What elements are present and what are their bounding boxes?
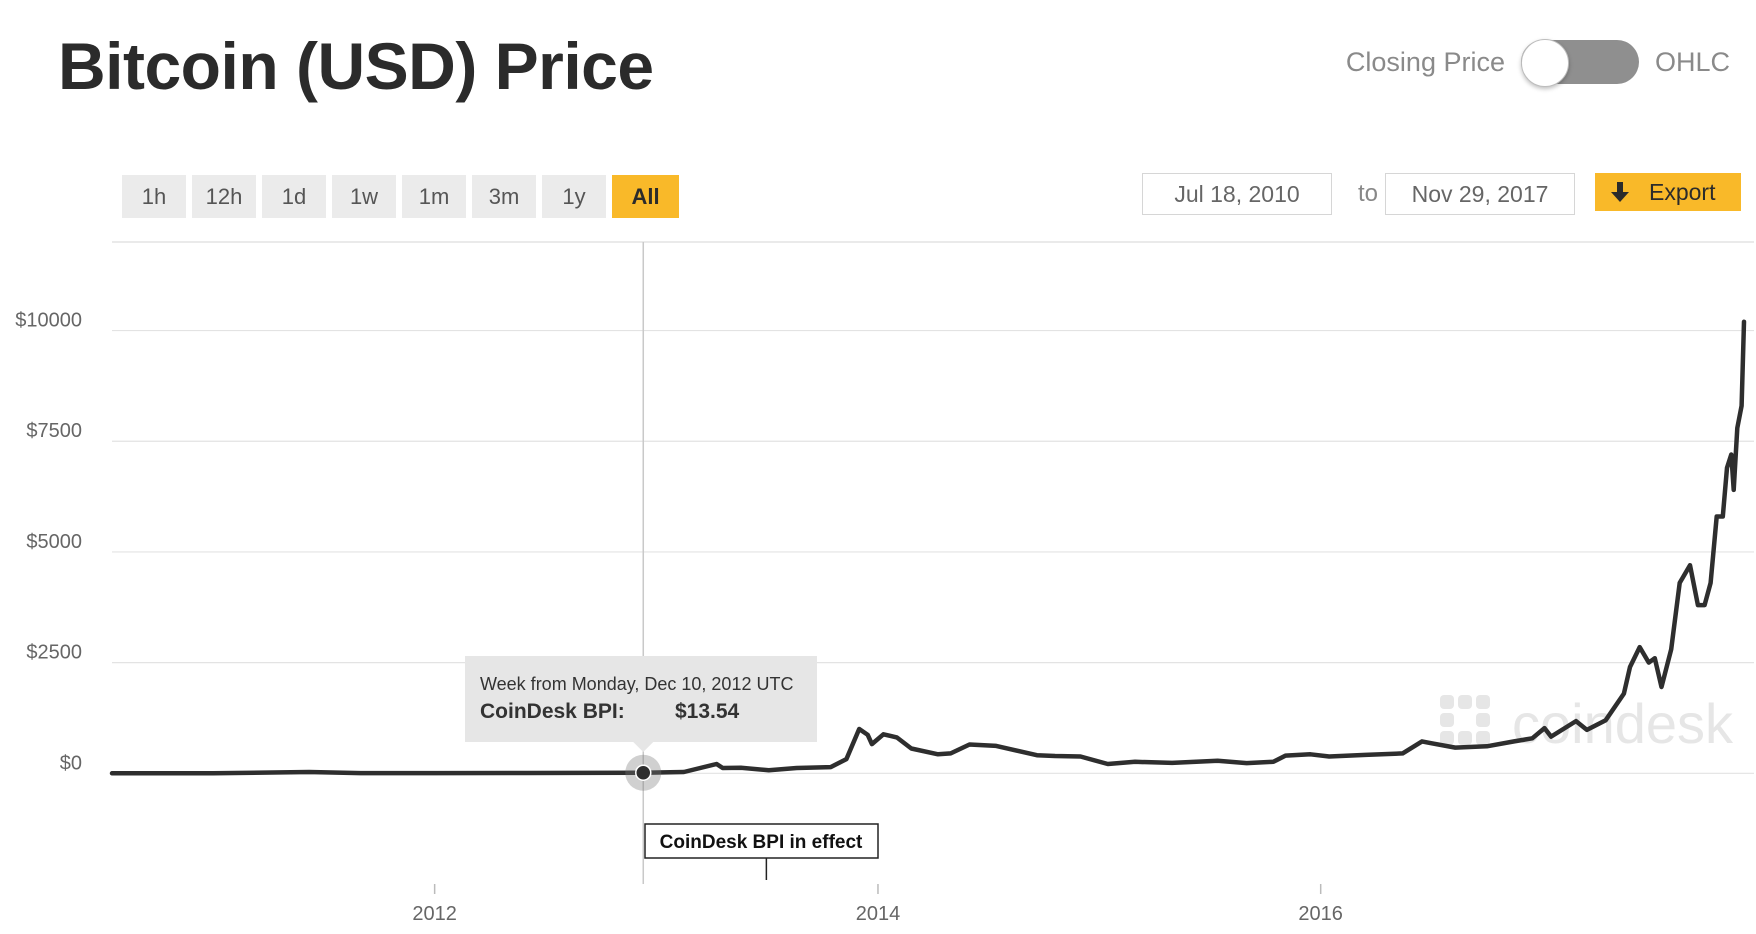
price-tooltip: Week from Monday, Dec 10, 2012 UTC CoinDe… (465, 656, 817, 752)
start-date-input[interactable]: Jul 18, 2010 (1142, 173, 1332, 215)
annotation-box (644, 823, 879, 859)
highlight-point[interactable] (635, 764, 652, 781)
y-tick-label: $5000 (26, 531, 82, 553)
range-3m-button[interactable]: 3m (472, 175, 536, 218)
range-1w-button[interactable]: 1w (332, 175, 396, 218)
x-tick-label: 2012 (412, 903, 457, 925)
page-title: Bitcoin (USD) Price (58, 29, 654, 103)
range-1d-button[interactable]: 1d (262, 175, 326, 218)
watermark-logo-dot (1458, 731, 1472, 745)
export-button[interactable]: Export (1595, 173, 1741, 211)
tooltip-metric-value: $13.54 (675, 700, 740, 723)
end-date-input[interactable]: Nov 29, 2017 (1385, 173, 1575, 215)
x-tick-label: 2014 (856, 903, 901, 925)
watermark-logo-dot (1476, 695, 1490, 709)
ohlc-label: OHLC (1654, 46, 1730, 77)
watermark-logo-dot (1476, 731, 1490, 745)
watermark-logo-dot (1458, 695, 1472, 709)
range-1y-button[interactable]: 1y (542, 175, 606, 218)
range-1m-button[interactable]: 1m (402, 175, 466, 218)
x-tick-label: 2016 (1298, 903, 1343, 925)
download-arrow-icon (1611, 182, 1629, 202)
price-series-line (109, 319, 1747, 776)
event-annotation: CoinDesk BPI in effect (644, 823, 879, 880)
watermark-logo-dot (1440, 695, 1454, 709)
coindesk-watermark: coindesk (1440, 692, 1734, 755)
watermark-logo-dot (1476, 713, 1490, 727)
tooltip-metric-label: CoinDesk BPI: (480, 700, 625, 723)
tooltip-pointer (633, 742, 654, 752)
y-tick-label: $0 (60, 752, 82, 774)
watermark-text: coindesk (1512, 692, 1734, 755)
range-all-button[interactable]: All (612, 175, 679, 218)
range-1h-button[interactable]: 1h (122, 175, 186, 218)
watermark-logo-dot (1440, 731, 1454, 745)
price-mode-switch[interactable] (1520, 39, 1639, 87)
closing-price-label: Closing Price (1345, 46, 1505, 77)
switch-knob[interactable] (1520, 39, 1569, 87)
tooltip-box (465, 656, 817, 742)
date-range-to-label: to (1358, 180, 1379, 207)
annotation-text: CoinDesk BPI in effect (660, 832, 863, 853)
y-tick-label: $7500 (26, 420, 82, 442)
export-button-label: Export (1649, 178, 1716, 205)
y-tick-label: $2500 (26, 642, 82, 664)
price-mode-toggle-group: Closing Price OHLC (1345, 39, 1730, 87)
watermark-logo-dot (1440, 713, 1454, 727)
tooltip-heading: Week from Monday, Dec 10, 2012 UTC (480, 674, 793, 694)
y-tick-label: $10000 (15, 310, 82, 332)
time-range-buttons: 1h 12h 1d 1w 1m 3m 1y All (122, 175, 679, 218)
range-12h-button[interactable]: 12h (192, 175, 256, 218)
